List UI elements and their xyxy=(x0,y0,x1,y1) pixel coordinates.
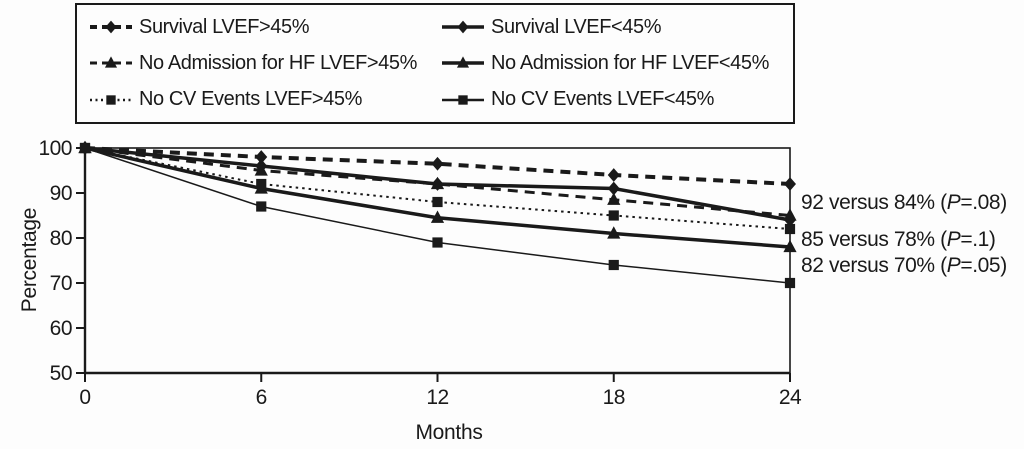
triangle-marker-icon xyxy=(430,210,445,223)
square-marker-icon xyxy=(256,178,267,190)
square-marker-icon xyxy=(458,95,468,105)
chart-legend: Survival LVEF>45% Survival LVEF<45% No A… xyxy=(75,3,795,124)
legend-marker-solid-square-icon xyxy=(442,95,484,105)
legend-label: Survival LVEF<45% xyxy=(491,15,662,38)
diamond-marker-icon xyxy=(607,168,620,182)
y-tick-label: 60 xyxy=(50,317,72,340)
y-tick-label: 90 xyxy=(50,182,72,205)
diamond-marker-icon xyxy=(105,20,117,34)
legend-item-survival-lt45: Survival LVEF<45% xyxy=(441,9,789,45)
y-tick-label: 50 xyxy=(50,362,72,385)
legend-label: No CV Events LVEF>45% xyxy=(139,88,363,111)
diamond-marker-icon xyxy=(607,181,620,196)
x-axis-title: Months xyxy=(415,421,483,444)
square-marker-icon xyxy=(432,237,443,248)
square-marker-icon xyxy=(256,201,267,212)
triangle-marker-icon xyxy=(607,192,621,205)
square-marker-icon xyxy=(106,95,116,105)
legend-label: Survival LVEF>45% xyxy=(139,15,310,38)
legend-marker-dashed-triangle-icon xyxy=(90,56,132,69)
square-marker-icon xyxy=(432,196,443,208)
square-marker-icon xyxy=(608,259,619,271)
diamond-marker-icon xyxy=(457,20,469,34)
legend-item-no-admission-lt45: No Admission for HF LVEF<45% xyxy=(441,45,789,81)
diamond-marker-icon xyxy=(255,150,268,164)
legend-marker-solid-triangle-icon xyxy=(442,56,484,69)
square-marker-icon xyxy=(608,210,619,221)
x-tick-label: 12 xyxy=(426,386,448,409)
triangle-marker-icon xyxy=(104,56,118,69)
annotation-no-cv-events: 82 versus 70% (P=.05) xyxy=(801,254,1007,277)
triangle-marker-icon xyxy=(783,208,797,221)
legend-marker-solid-diamond-icon xyxy=(442,20,484,34)
square-marker-icon xyxy=(79,142,91,154)
annotation-no-admission: 85 versus 78% (P=.1) xyxy=(801,228,996,251)
triangle-marker-icon xyxy=(783,239,797,253)
x-tick-label: 0 xyxy=(79,386,90,409)
square-marker-icon xyxy=(784,223,796,235)
legend-item-no-cv-events-lt45: No CV Events LVEF<45% xyxy=(441,82,789,118)
x-tick-label: 6 xyxy=(256,386,267,409)
legend-label: No Admission for HF LVEF<45% xyxy=(491,51,769,74)
triangle-marker-icon xyxy=(254,163,268,176)
diamond-marker-icon xyxy=(431,156,444,171)
triangle-marker-icon xyxy=(456,56,470,69)
legend-label: No CV Events LVEF<45% xyxy=(491,88,715,111)
y-axis-title: Percentage xyxy=(18,207,41,313)
legend-marker-dotted-square-icon xyxy=(90,95,132,105)
x-tick-label: 18 xyxy=(603,386,625,409)
triangle-marker-icon xyxy=(607,226,621,239)
y-tick-label: 70 xyxy=(50,272,72,295)
diamond-marker-icon xyxy=(784,177,796,191)
y-tick-label: 80 xyxy=(50,227,72,250)
x-tick-label: 24 xyxy=(779,386,802,409)
triangle-marker-icon xyxy=(430,176,445,190)
square-marker-icon xyxy=(784,277,796,289)
series-line-4 xyxy=(84,147,791,230)
legend-label: No Admission for HF LVEF>45% xyxy=(139,51,417,74)
legend-item-survival-gt45: Survival LVEF>45% xyxy=(89,9,441,45)
legend-item-no-cv-events-gt45: No CV Events LVEF>45% xyxy=(89,82,441,118)
annotation-survival: 92 versus 84% (P=.08) xyxy=(801,191,1007,214)
y-tick-label: 100 xyxy=(38,137,72,160)
legend-marker-dashed-diamond-icon xyxy=(90,20,132,34)
legend-item-no-admission-gt45: No Admission for HF LVEF>45% xyxy=(89,45,441,81)
